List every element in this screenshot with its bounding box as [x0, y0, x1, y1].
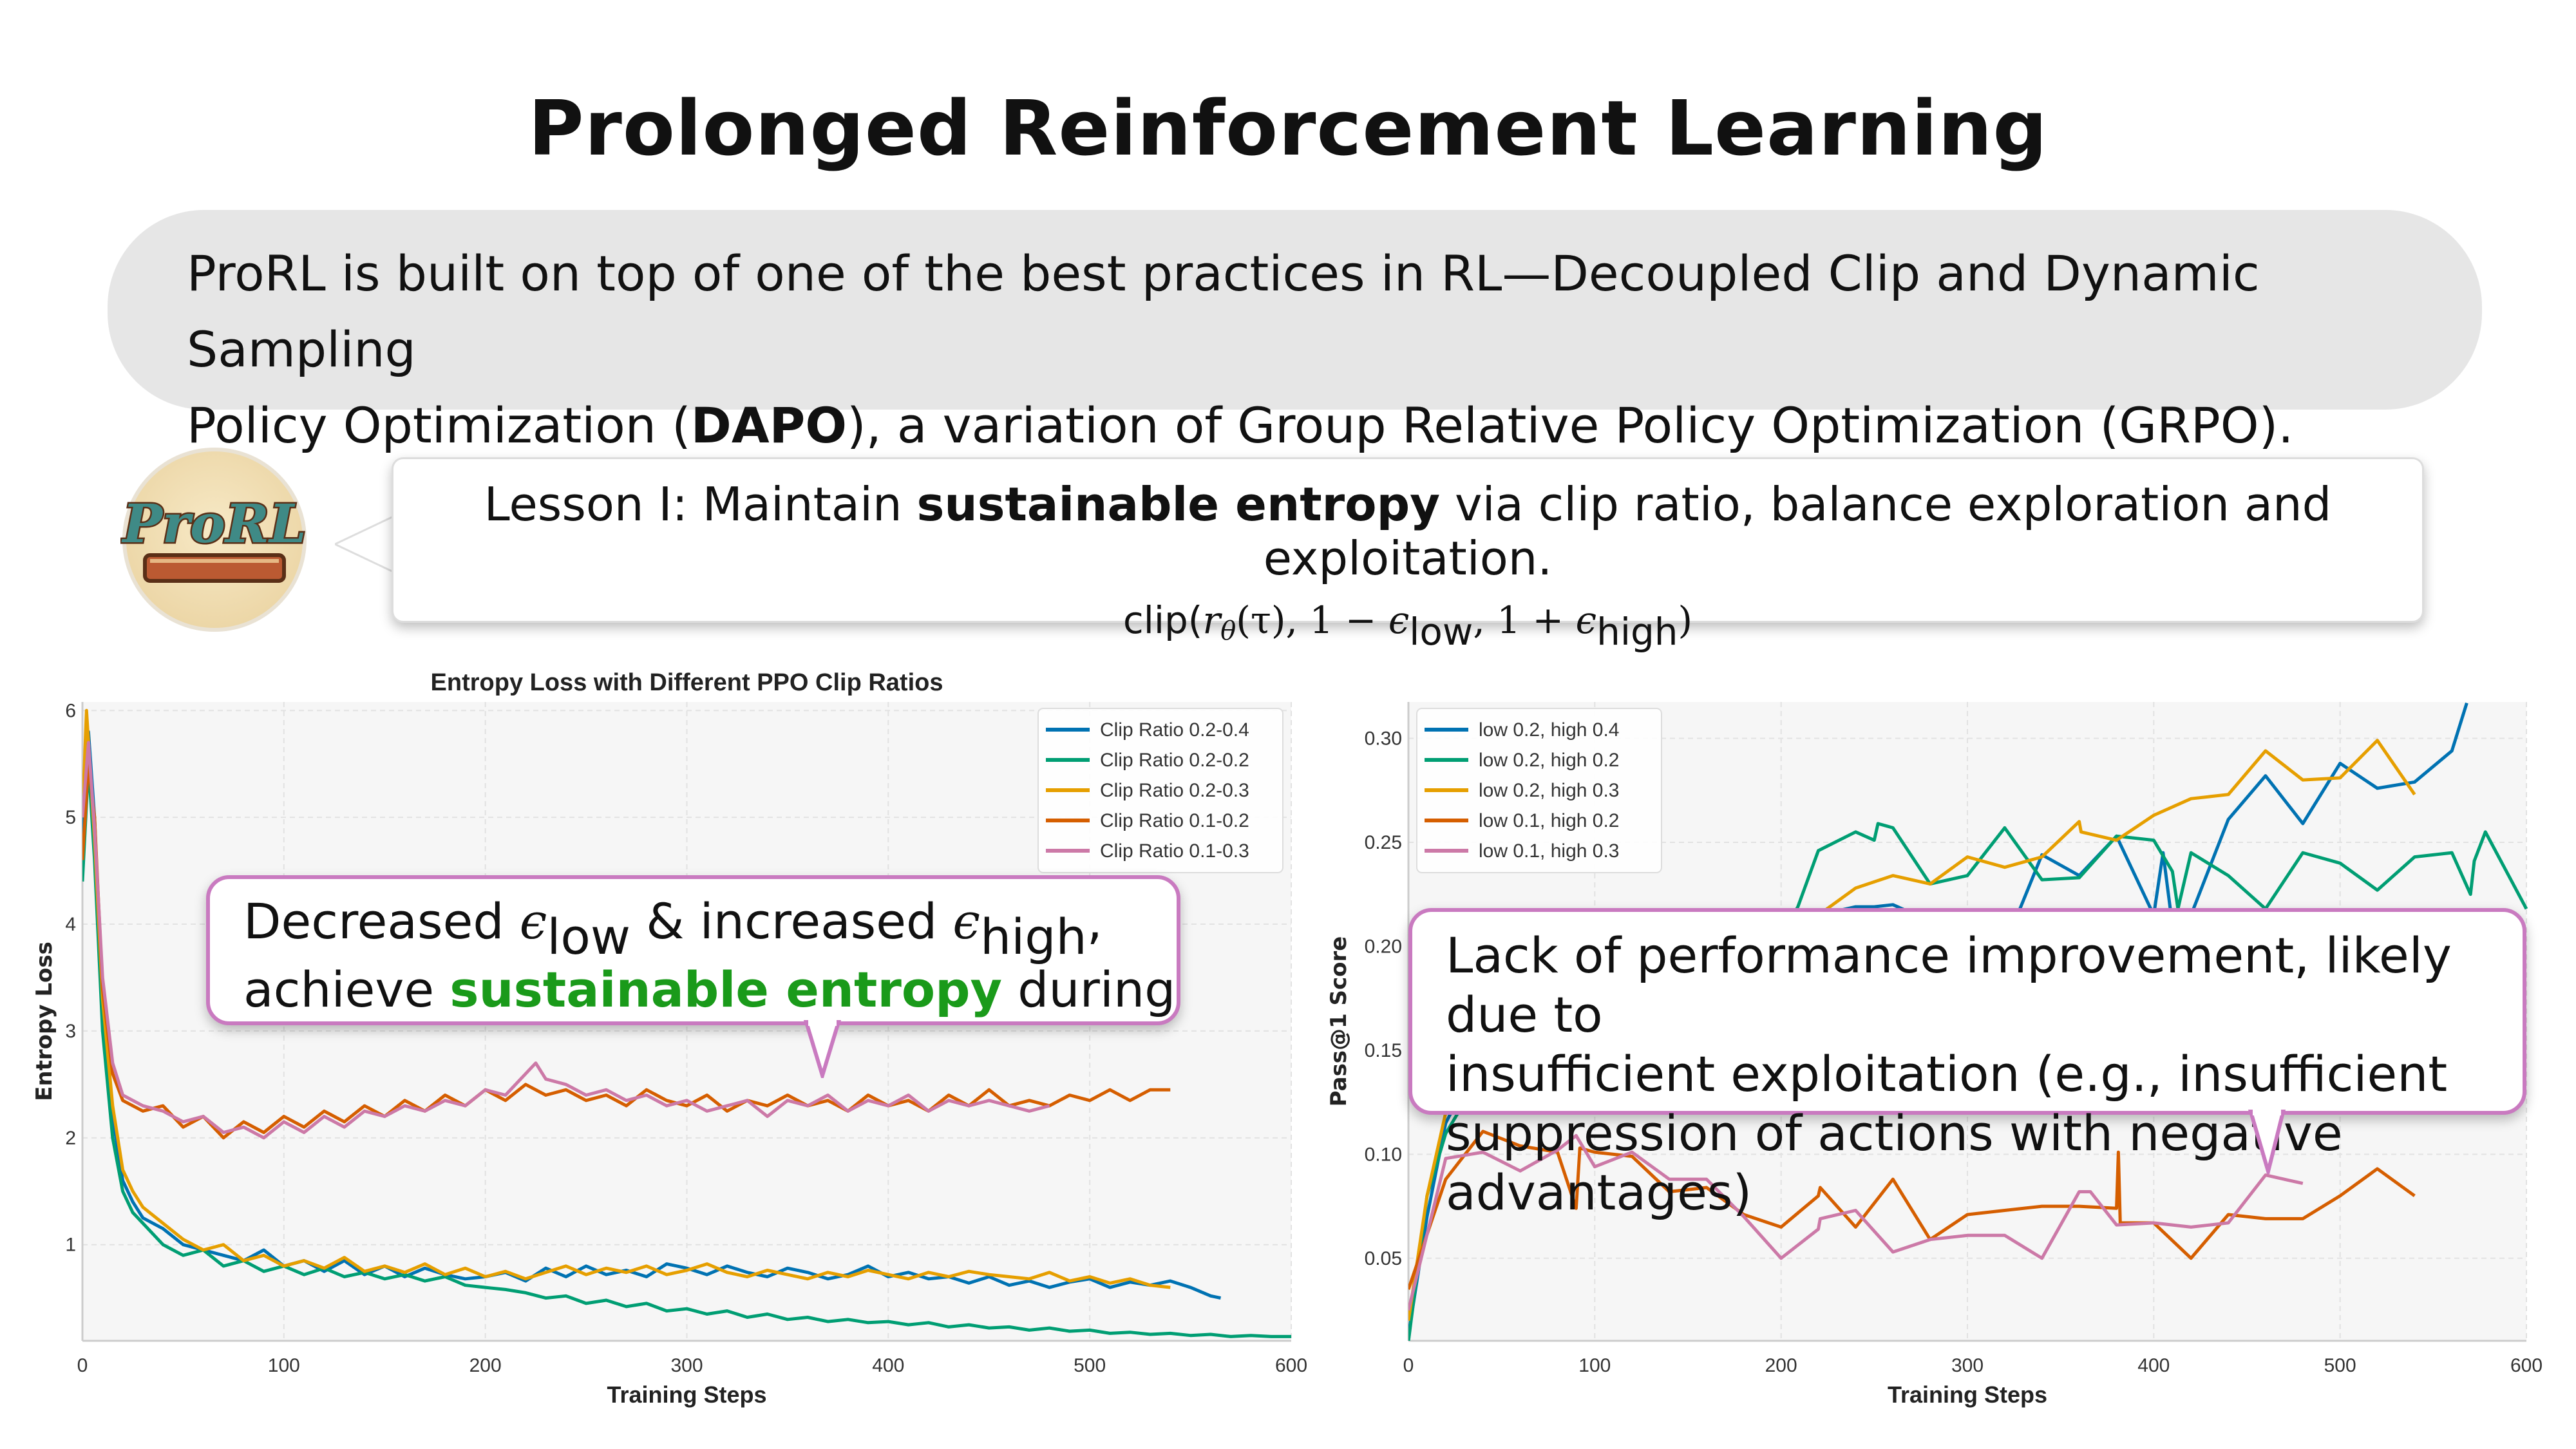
- y-tick-label: 3: [65, 1021, 76, 1042]
- y-tick-label: 2: [65, 1128, 76, 1149]
- callout-text: & increased: [630, 893, 953, 950]
- x-tick-label: 400: [2137, 1355, 2170, 1376]
- x-tick-label: 100: [1578, 1355, 1611, 1376]
- lesson-text: Lesson I: Maintain sustainable entropy v…: [393, 477, 2422, 585]
- clip-formula: clip(rθ(τ), 1 − ϵlow, 1 + ϵhigh): [393, 598, 2422, 650]
- y-tick-label: 1: [65, 1235, 76, 1256]
- callout-performance-pointer: [2248, 1110, 2286, 1174]
- y-tick-label: 0.20: [1365, 936, 1402, 957]
- y-tick-label: 0.30: [1365, 728, 1402, 750]
- formula-low: low: [1409, 610, 1473, 654]
- y-tick-label: 0.05: [1365, 1248, 1402, 1269]
- x-tick-label: 300: [1951, 1355, 1984, 1376]
- x-tick-label: 100: [268, 1355, 300, 1376]
- callout-line-1: Lack of performance improvement, likely …: [1446, 927, 2452, 1043]
- x-tick-label: 0: [77, 1355, 88, 1376]
- x-tick-label: 400: [872, 1355, 904, 1376]
- callout-highlight: sustainable entropy: [450, 961, 1003, 1018]
- x-tick-label: 500: [2324, 1355, 2356, 1376]
- lesson-post: via clip ratio, balance exploration and …: [1263, 477, 2332, 585]
- intro-text: ), a variation of Group Relative Policy …: [846, 397, 2294, 454]
- intro-dapo: DAPO: [690, 397, 847, 454]
- series-line-5: [82, 741, 1050, 1140]
- sub-low: low: [547, 908, 631, 965]
- x-tick-label: 300: [670, 1355, 703, 1376]
- callout-line-2: insufficient exploitation (e.g., insuffi…: [1446, 1045, 2448, 1103]
- chart-title: Entropy Loss with Different PPO Clip Rat…: [431, 669, 943, 696]
- callout-text: achieve: [243, 961, 450, 1018]
- formula-r: r: [1202, 598, 1221, 642]
- series-line-3: [82, 708, 1171, 1289]
- formula-high: high: [1596, 610, 1678, 654]
- callout-performance: Lack of performance improvement, likely …: [1408, 908, 2526, 1221]
- intro-box: ProRL is built on top of one of the best…: [108, 210, 2482, 454]
- epsilon: ϵ: [952, 893, 980, 950]
- legend-label: low 0.2, high 0.2: [1479, 750, 1619, 771]
- series-line-2: [82, 762, 1291, 1338]
- y-tick-label: 0.10: [1365, 1144, 1402, 1165]
- callout-text: during: [1002, 961, 1176, 1018]
- sub-high: high: [980, 908, 1087, 965]
- x-tick-label: 200: [469, 1355, 502, 1376]
- legend-box: [1037, 708, 1283, 873]
- legend-label: low 0.1, high 0.3: [1479, 840, 1619, 862]
- x-tick-label: 200: [1765, 1355, 1797, 1376]
- prorl-logo: ProRL: [120, 448, 308, 632]
- formula-tau: (τ), 1 −: [1236, 598, 1388, 642]
- legend-label: Clip Ratio 0.2-0.3: [1100, 780, 1249, 801]
- x-tick-label: 500: [1074, 1355, 1106, 1376]
- y-tick-label: 4: [65, 914, 76, 935]
- legend-label: low 0.2, high 0.4: [1479, 719, 1619, 741]
- y-tick-label: 5: [65, 807, 76, 828]
- x-axis-label: Training Steps: [1888, 1381, 2047, 1408]
- formula-theta: θ: [1220, 616, 1236, 646]
- callout-line-3: suppression of actions with negative adv…: [1446, 1104, 2343, 1221]
- formula-eps: ϵ: [1575, 598, 1597, 642]
- y-tick-label: 0.25: [1365, 832, 1402, 853]
- callout-text: Decreased: [243, 893, 520, 950]
- legend-box: [1416, 708, 1662, 873]
- intro-line-1: ProRL is built on top of one of the best…: [187, 245, 2260, 378]
- y-tick-label: 6: [65, 700, 76, 721]
- lesson-box: Lesson I: Maintain sustainable entropy v…: [392, 457, 2424, 650]
- legend-label: Clip Ratio 0.1-0.2: [1100, 810, 1249, 831]
- intro-text: Policy Optimization (: [187, 397, 691, 454]
- series-line-4: [82, 762, 1171, 1140]
- formula-close: ): [1678, 598, 1693, 642]
- y-axis-label: Entropy Loss: [32, 942, 57, 1101]
- y-tick-label: 0.15: [1365, 1040, 1402, 1061]
- callout-entropy: Decreased ϵlow & increased ϵhigh, achiev…: [206, 875, 1180, 1025]
- x-axis-label: Training Steps: [607, 1381, 766, 1408]
- series-line-4: [1408, 1130, 2416, 1291]
- epsilon: ϵ: [519, 893, 547, 950]
- intro-line-2: Policy Optimization (DAPO), a variation …: [187, 388, 2482, 464]
- logo-text: ProRL: [121, 493, 306, 555]
- slide-title: Prolonged Reinforcement Learning: [528, 84, 2048, 173]
- legend-label: Clip Ratio 0.1-0.3: [1100, 840, 1249, 862]
- formula-mid: , 1 +: [1473, 598, 1576, 642]
- formula-clip: clip(: [1122, 598, 1203, 642]
- callout-line-1: Decreased ϵlow & increased ϵhigh,: [243, 892, 1177, 961]
- legend-label: Clip Ratio 0.2-0.2: [1100, 750, 1249, 771]
- x-tick-label: 0: [1403, 1355, 1414, 1376]
- series-line-5: [1408, 1133, 2304, 1311]
- callout-entropy-pointer: [803, 1020, 842, 1078]
- legend-label: low 0.1, high 0.2: [1479, 810, 1619, 831]
- callout-line-2: achieve sustainable entropy during: [243, 960, 1177, 1019]
- formula-eps: ϵ: [1388, 598, 1410, 642]
- legend-label: low 0.2, high 0.3: [1479, 780, 1619, 801]
- callout-text: ,: [1086, 893, 1103, 950]
- x-tick-label: 600: [1275, 1355, 1307, 1376]
- legend-label: Clip Ratio 0.2-0.4: [1100, 719, 1249, 741]
- y-axis-label: Pass@1 Score: [1326, 936, 1352, 1107]
- lesson-bold: sustainable entropy: [916, 477, 1441, 531]
- lesson-pre: Lesson I: Maintain: [484, 477, 917, 531]
- x-tick-label: 600: [2510, 1355, 2543, 1376]
